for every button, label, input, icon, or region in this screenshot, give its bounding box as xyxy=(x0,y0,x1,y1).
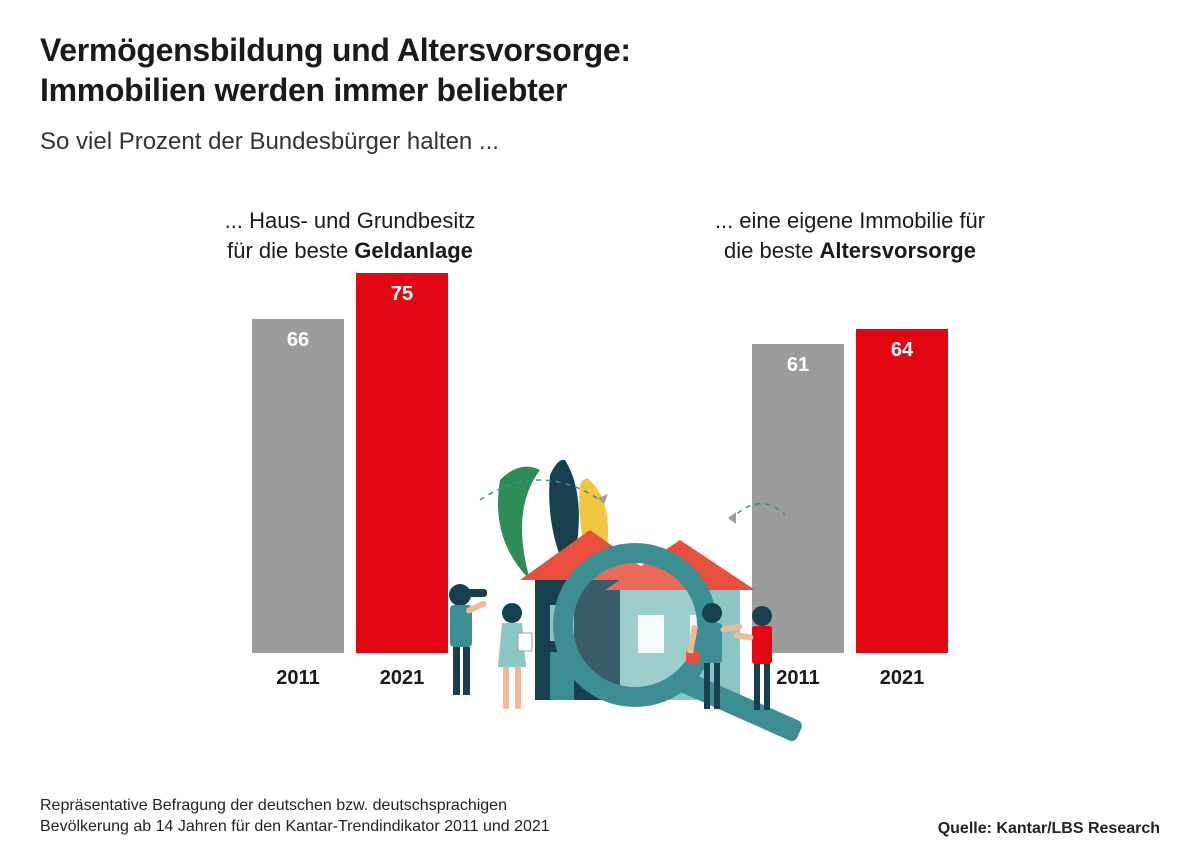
bar-rect: 64 xyxy=(856,329,948,653)
bar-value: 61 xyxy=(787,344,809,653)
bar-value: 66 xyxy=(287,319,309,653)
bar-rect: 75 xyxy=(356,273,448,653)
bar-year-label: 2021 xyxy=(380,667,425,690)
chart-caption: ... Haus- und Grundbesitz für die beste … xyxy=(225,206,476,270)
bar-year-label: 2011 xyxy=(776,667,819,690)
chart-geldanlage: ... Haus- und Grundbesitz für die beste … xyxy=(170,206,530,690)
bar: 61 2011 xyxy=(752,344,844,690)
source: Quelle: Kantar/LBS Research xyxy=(938,820,1160,838)
bar-value: 75 xyxy=(391,273,413,653)
bar-rect: 61 xyxy=(752,344,844,653)
bar-year-label: 2011 xyxy=(276,667,319,690)
chart-caption: ... eine eigene Immobilie für die beste … xyxy=(715,206,985,270)
bar-group: 61 2011 64 2021 xyxy=(752,310,948,690)
footer: Repräsentative Befragung der deutschen b… xyxy=(40,795,1160,838)
title-line2: Immobilien werden immer beliebter xyxy=(40,72,567,108)
title-line1: Vermögensbildung und Altersvorsorge: xyxy=(40,32,631,68)
bar: 64 2021 xyxy=(856,329,948,690)
page-title: Vermögensbildung und Altersvorsorge: Imm… xyxy=(40,30,1160,110)
footer-note: Repräsentative Befragung der deutschen b… xyxy=(40,795,550,838)
bar-group: 662011752021 xyxy=(252,310,448,690)
bar: 66 2011 xyxy=(252,319,344,690)
bar-value: 64 xyxy=(891,329,913,653)
subtitle: So viel Prozent der Bundesbürger halten … xyxy=(40,128,1160,156)
bar-rect: 66 xyxy=(252,319,344,653)
bar-year-label: 2021 xyxy=(880,667,925,690)
chart-altersvorsorge: ... eine eigene Immobilie für die beste … xyxy=(670,206,1030,690)
charts-row: ... Haus- und Grundbesitz für die beste … xyxy=(40,206,1160,690)
bar: 75 2021 xyxy=(356,273,448,690)
